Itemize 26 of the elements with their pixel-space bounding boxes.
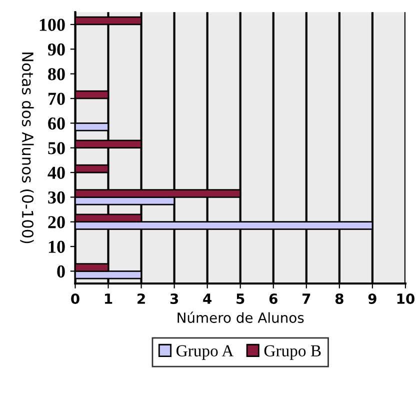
y-axis-title: Notas dos Alunos (0-100) bbox=[20, 52, 34, 244]
y-tick-label: 10 bbox=[48, 240, 65, 253]
x-tick-label: 4 bbox=[203, 294, 212, 304]
y-tick-label: 60 bbox=[48, 117, 65, 130]
y-tick-label: 30 bbox=[48, 191, 65, 204]
x-tick-label: 8 bbox=[335, 293, 344, 304]
x-tick-label: 10 bbox=[397, 293, 414, 304]
x-tick-label: 9 bbox=[368, 293, 376, 304]
y-tick-label: 50 bbox=[48, 142, 65, 154]
x-tick-label: 0 bbox=[71, 293, 80, 304]
y-tick-label: 100 bbox=[40, 18, 65, 31]
x-tick-label: 6 bbox=[269, 293, 278, 304]
y-tick-label: 0 bbox=[57, 265, 65, 278]
y-tick-label: 80 bbox=[48, 68, 65, 80]
x-tick-label: 1 bbox=[104, 294, 112, 304]
x-tick-label: 7 bbox=[302, 294, 310, 304]
y-tick-label: 70 bbox=[48, 92, 65, 105]
x-tick-label: 3 bbox=[170, 293, 178, 304]
legend-label: Grupo B bbox=[264, 345, 321, 360]
y-tick-label: 20 bbox=[48, 216, 65, 228]
x-tick-label: 5 bbox=[236, 294, 244, 304]
x-tick-label: 2 bbox=[138, 293, 145, 304]
x-axis-title: Número de Alunos bbox=[178, 312, 304, 323]
legend-label: Grupo A bbox=[176, 345, 234, 360]
y-tick-label: 40 bbox=[48, 166, 65, 179]
y-tick-label: 90 bbox=[48, 43, 65, 56]
